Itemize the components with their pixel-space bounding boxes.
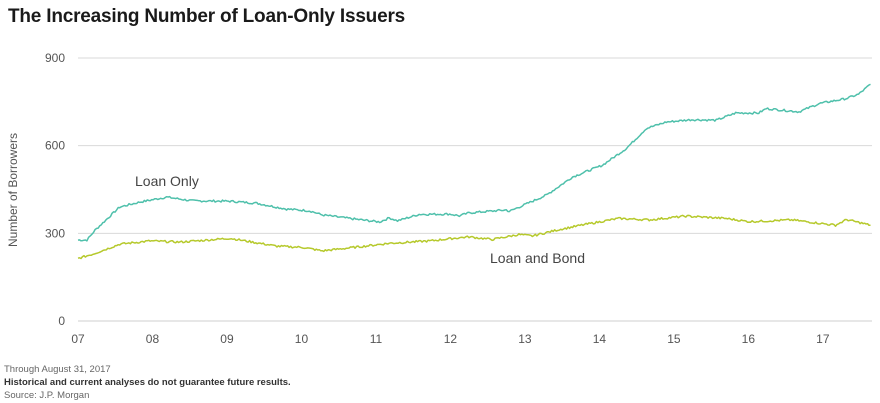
x-tick-label: 15 [667, 332, 681, 346]
annotation-loan-and-bond: Loan and Bond [490, 250, 585, 266]
series-line-loan-and-bond [77, 214, 871, 260]
annotation-loan-only: Loan Only [135, 173, 199, 189]
footnote-disclaimer: Historical and current analyses do not g… [4, 377, 291, 388]
x-tick-label: 12 [444, 332, 458, 346]
x-tick-label: 08 [146, 332, 160, 346]
footnote-source: Source: J.P. Morgan [4, 390, 90, 401]
x-tick-label: 17 [816, 332, 830, 346]
y-axis-label: Number of Borrowers [6, 133, 20, 247]
y-tick-label: 900 [45, 51, 65, 65]
y-tick-label: 300 [45, 226, 65, 240]
x-tick-label: 07 [71, 332, 85, 346]
x-tick-label: 14 [593, 332, 607, 346]
footnote-date: Through August 31, 2017 [4, 364, 111, 375]
y-tick-label: 600 [45, 139, 65, 153]
x-tick-label: 11 [370, 332, 383, 346]
series-line-loan-only [77, 83, 871, 242]
x-tick-label: 13 [518, 332, 532, 346]
x-tick-label: 09 [220, 332, 234, 346]
y-tick-label: 0 [58, 314, 65, 328]
x-tick-label: 10 [295, 332, 309, 346]
chart-title: The Increasing Number of Loan-Only Issue… [8, 6, 406, 27]
x-tick-label: 16 [742, 332, 756, 346]
